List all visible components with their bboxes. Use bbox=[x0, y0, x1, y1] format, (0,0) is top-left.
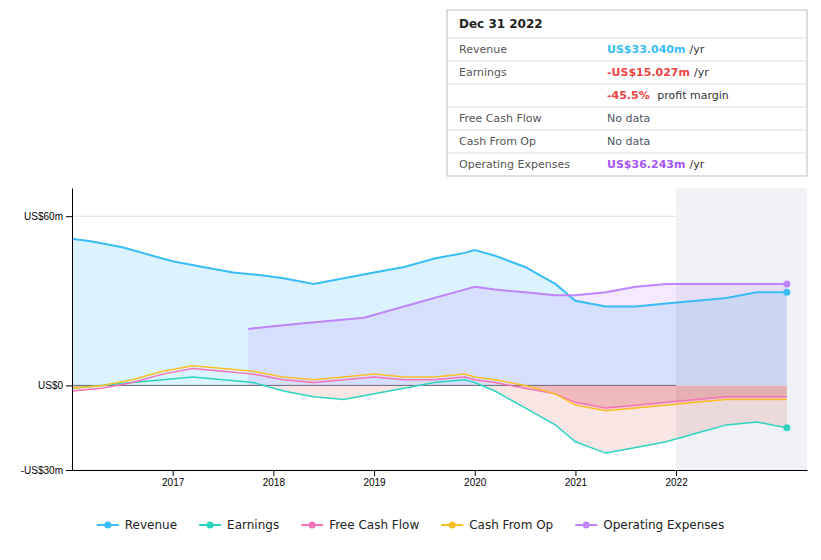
x-tick-label: 2017 bbox=[162, 477, 185, 488]
loss-areas bbox=[72, 385, 787, 453]
info-row-value: US$33.040m bbox=[607, 43, 685, 56]
x-axis-line bbox=[73, 470, 808, 471]
x-tick-mark bbox=[575, 470, 576, 476]
y-axis: -US$30m US$0 US$60m bbox=[21, 189, 73, 476]
legend-swatch-marker bbox=[104, 522, 111, 529]
x-axis: 2017 2018 2019 2020 2021 2022 bbox=[73, 470, 808, 488]
x-tick-mark bbox=[173, 470, 174, 476]
x-tick: 2019 bbox=[363, 470, 386, 488]
line bbox=[72, 368, 787, 407]
info-row-suffix: /yr bbox=[689, 158, 704, 171]
x-tick-mark bbox=[676, 470, 677, 476]
x-tick-label: 2020 bbox=[464, 477, 487, 488]
legend-swatch-marker bbox=[309, 522, 316, 529]
info-box-divider bbox=[447, 38, 807, 39]
y-tick: -US$30m bbox=[21, 465, 72, 476]
legend-label: Revenue bbox=[125, 518, 177, 532]
area bbox=[72, 239, 787, 386]
info-box-divider bbox=[447, 107, 807, 108]
y-tick-label: US$0 bbox=[38, 380, 63, 391]
chart-svg: 2017 2018 2019 2020 2021 2022 -US$30m US$0 US$60… bbox=[0, 0, 821, 560]
x-tick: 2021 bbox=[565, 470, 588, 488]
x-tick: 2020 bbox=[464, 470, 487, 488]
y-tick: US$60m bbox=[24, 211, 72, 222]
info-box-divider bbox=[447, 61, 807, 62]
x-tick-mark bbox=[273, 470, 274, 476]
legend: Revenue Earnings Free Cash Flow Cash From O… bbox=[97, 518, 724, 532]
x-tick: 2017 bbox=[162, 470, 185, 488]
legend-label: Operating Expenses bbox=[603, 518, 724, 532]
end-marker bbox=[783, 280, 790, 287]
info-box-frame bbox=[447, 10, 807, 176]
info-box: Dec 31 2022 Revenue US$33.040m/yr Earnings -… bbox=[447, 10, 807, 176]
info-row-label: Cash From Op bbox=[459, 135, 536, 148]
end-marker bbox=[783, 289, 790, 296]
info-row-suffix: /yr bbox=[694, 66, 709, 79]
plot-area bbox=[72, 188, 807, 470]
info-row-suffix: /yr bbox=[689, 43, 704, 56]
legend-item: Operating Expenses bbox=[575, 518, 724, 532]
info-row-value: -US$15.027m bbox=[607, 66, 690, 79]
info-row-value: -45.5% bbox=[607, 89, 650, 102]
info-row-value: No data bbox=[607, 135, 650, 148]
x-tick: 2018 bbox=[263, 470, 286, 488]
info-box-divider bbox=[447, 130, 807, 131]
legend-swatch-marker bbox=[207, 522, 214, 529]
legend-swatch-marker bbox=[583, 522, 590, 529]
x-tick-label: 2022 bbox=[665, 477, 688, 488]
x-tick-mark bbox=[374, 470, 375, 476]
line bbox=[248, 284, 787, 329]
info-row-label: Operating Expenses bbox=[459, 158, 570, 171]
x-tick: 2022 bbox=[665, 470, 688, 488]
y-tick-mark bbox=[66, 470, 72, 471]
legend-label: Cash From Op bbox=[469, 518, 553, 532]
info-row-label: Free Cash Flow bbox=[459, 112, 542, 125]
legend-item: Revenue bbox=[97, 518, 177, 532]
y-tick-label: -US$30m bbox=[21, 465, 63, 476]
chart-container: 2017 2018 2019 2020 2021 2022 -US$30m US$0 US$60… bbox=[0, 0, 821, 560]
info-row-value: No data bbox=[607, 112, 650, 125]
info-row-label: Revenue bbox=[459, 43, 507, 56]
legend-label: Earnings bbox=[227, 518, 279, 532]
info-row-suffix: profit margin bbox=[654, 89, 729, 102]
x-tick-mark bbox=[475, 470, 476, 476]
y-tick-mark bbox=[66, 216, 72, 217]
y-tick-mark bbox=[66, 385, 72, 386]
info-row-value: US$36.243m bbox=[607, 158, 685, 171]
info-row-label: Earnings bbox=[459, 66, 507, 79]
y-axis-line bbox=[72, 189, 73, 471]
info-box-divider bbox=[447, 153, 807, 154]
legend-item: Cash From Op bbox=[441, 518, 553, 532]
y-tick-label: US$60m bbox=[24, 211, 63, 222]
y-tick: US$0 bbox=[38, 380, 72, 391]
legend-label: Free Cash Flow bbox=[329, 518, 419, 532]
x-tick-label: 2019 bbox=[363, 477, 386, 488]
x-tick-label: 2021 bbox=[565, 477, 588, 488]
end-marker bbox=[783, 424, 790, 431]
legend-swatch-marker bbox=[449, 522, 456, 529]
legend-item: Free Cash Flow bbox=[301, 518, 419, 532]
line bbox=[72, 366, 787, 411]
x-tick-label: 2018 bbox=[263, 477, 286, 488]
line bbox=[72, 239, 787, 307]
loss-area bbox=[72, 385, 787, 410]
line bbox=[72, 377, 787, 453]
info-box-title: Dec 31 2022 bbox=[459, 17, 543, 31]
info-box-divider bbox=[447, 84, 807, 85]
legend-item: Earnings bbox=[199, 518, 279, 532]
